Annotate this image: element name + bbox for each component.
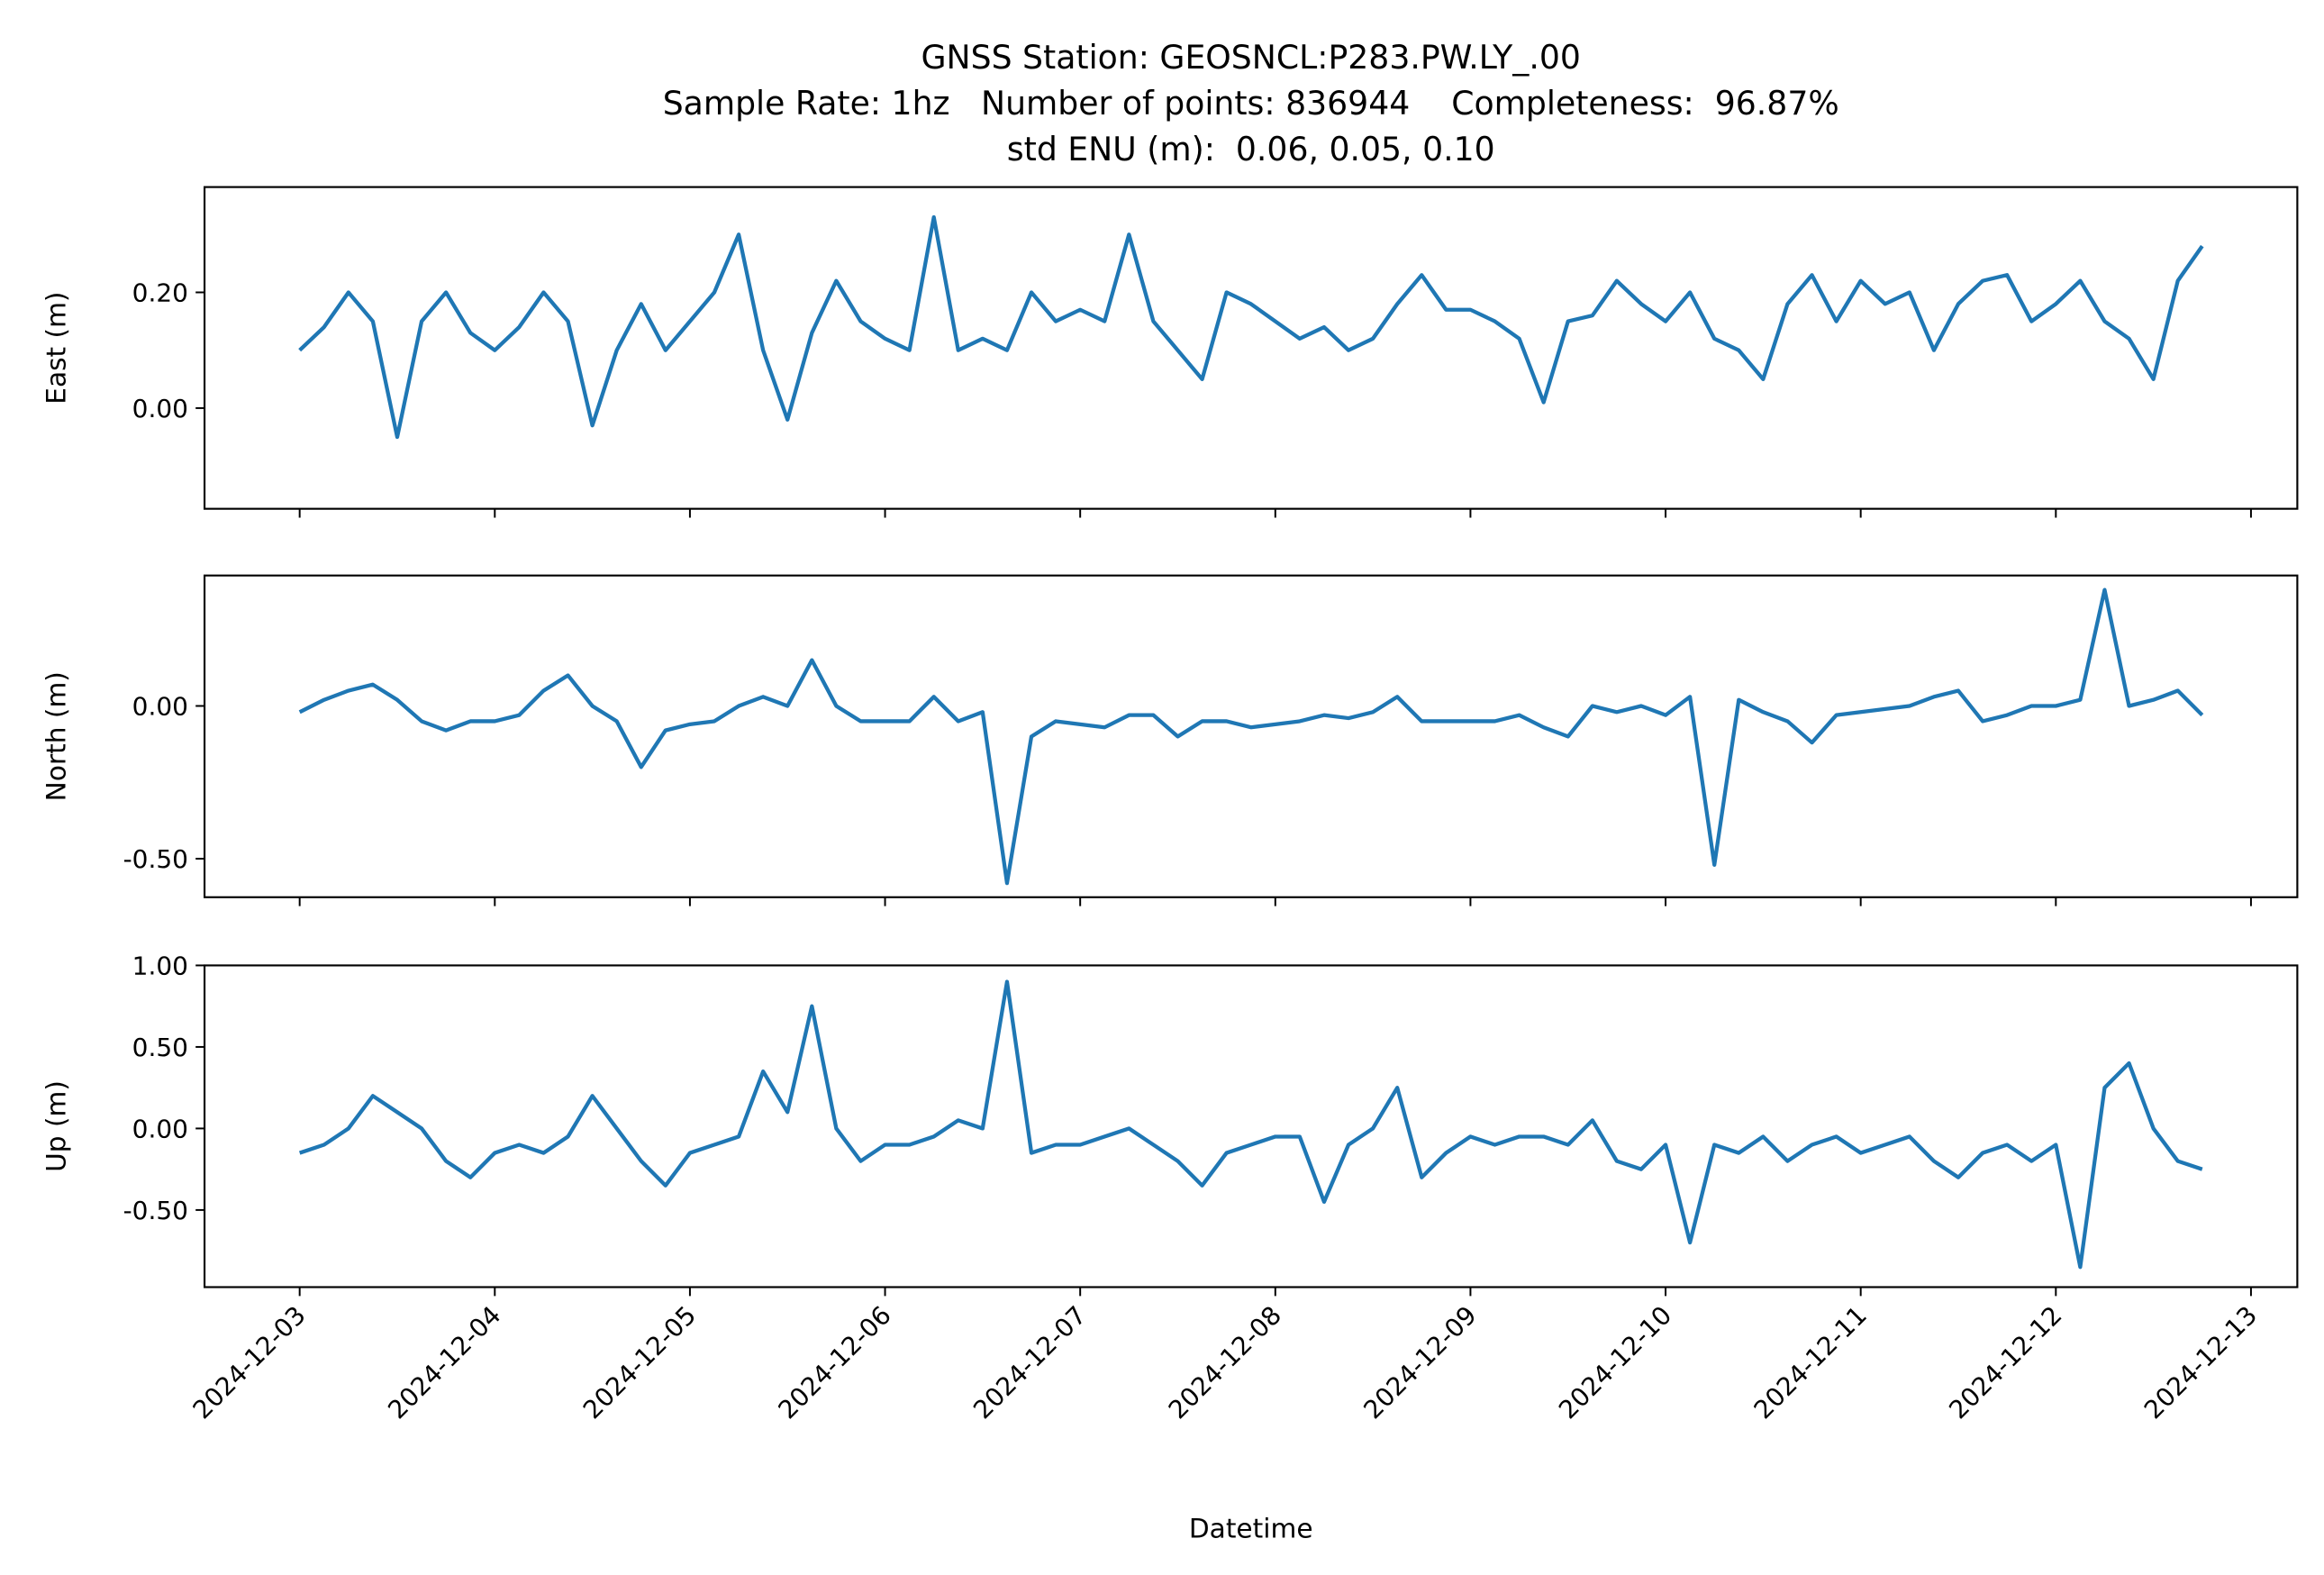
y-tick-label: 0.00 [132,691,188,721]
title-line: std ENU (m): 0.06, 0.05, 0.10 [1007,130,1495,168]
y-axis-label: North (m) [41,671,71,801]
data-line [298,587,2204,886]
y-tick-label: 0.00 [132,1114,188,1143]
axes-frame [203,964,2299,1288]
x-axis-label: Datetime [1189,1514,1313,1544]
data-line [298,979,2203,1270]
y-tick-label: -0.50 [123,844,188,874]
axes-frame [203,186,2299,510]
title-line: GNSS Station: GEOSNCL:P283.PW.LY_.00 [921,38,1581,77]
y-tick-label: -0.50 [123,1196,188,1225]
y-axis-label: East (m) [41,292,71,405]
y-tick-label: 0.00 [132,394,188,423]
axes-frame [203,574,2299,898]
y-tick-label: 0.20 [132,278,188,307]
data-line [298,214,2204,440]
title-line: Sample Rate: 1hz Number of points: 83694… [663,84,1839,123]
y-tick-label: 0.50 [132,1033,188,1062]
y-tick-label: 1.00 [132,951,188,980]
y-axis-label: Up (m) [41,1080,71,1172]
